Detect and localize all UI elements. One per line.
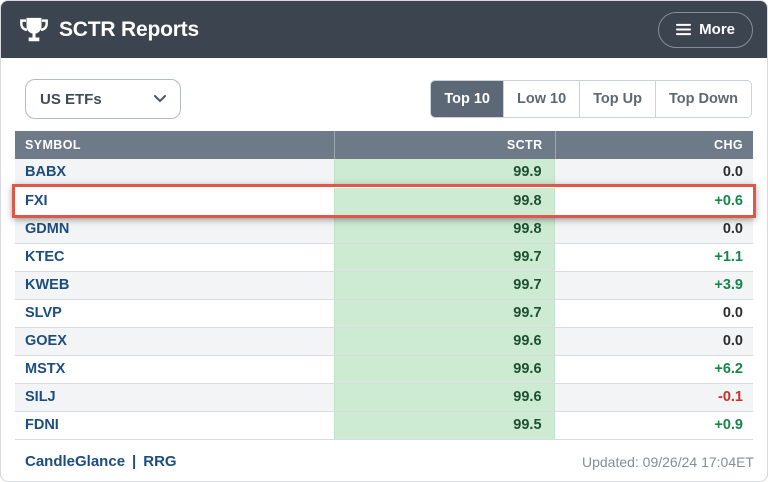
sctr-cell: 99.6 [334, 384, 555, 411]
chg-cell: 0.0 [722, 164, 743, 180]
chg-cell: +1.1 [714, 249, 743, 265]
more-button-label: More [699, 21, 735, 38]
sctr-cell: 99.6 [334, 356, 555, 383]
sctr-cell: 99.7 [334, 300, 555, 327]
chg-cell: -0.1 [718, 389, 743, 405]
column-header-chg: CHG [554, 131, 753, 159]
updated-timestamp: Updated: 09/26/24 17:04ET [581, 453, 754, 470]
sctr-cell: 99.8 [334, 216, 555, 243]
table-row[interactable]: FDNI 99.5 +0.9 [15, 411, 753, 439]
symbol-link[interactable]: KWEB [25, 277, 70, 293]
symbol-link[interactable]: KTEC [25, 249, 65, 265]
trophy-icon [20, 17, 48, 41]
sctr-cell: 99.8 [334, 188, 555, 215]
table-row-highlighted[interactable]: FXI 99.8 +0.6 [15, 187, 753, 215]
sctr-cell: 99.7 [334, 244, 555, 271]
footer-links: CandleGlance | RRG [25, 453, 177, 470]
sctr-cell: 99.5 [334, 412, 555, 439]
symbol-link[interactable]: GOEX [25, 333, 67, 349]
table-row[interactable]: SILJ 99.6 -0.1 [15, 383, 753, 411]
column-header-sctr: SCTR [334, 131, 554, 159]
sctr-cell: 99.6 [334, 328, 555, 355]
report-tabs: Top 10 Low 10 Top Up Top Down [430, 80, 752, 118]
tab-low-10[interactable]: Low 10 [502, 81, 580, 117]
symbol-link[interactable]: FDNI [25, 417, 59, 433]
menu-icon [676, 23, 692, 36]
tab-top-10[interactable]: Top 10 [431, 81, 503, 117]
group-select-value: US ETFs [40, 90, 102, 108]
controls-row: US ETFs Top 10 Low 10 Top Up Top Down [25, 79, 752, 119]
more-button[interactable]: More [658, 11, 753, 48]
symbol-link[interactable]: FXI [25, 193, 48, 209]
table-row[interactable]: SLVP 99.7 0.0 [15, 299, 753, 327]
table-row[interactable]: GOEX 99.6 0.0 [15, 327, 753, 355]
symbol-link[interactable]: BABX [25, 164, 67, 180]
chg-cell: +0.6 [714, 193, 743, 209]
table-body: BABX 99.9 0.0 FXI 99.8 +0.6 GDMN 99.8 0.… [15, 159, 753, 440]
titlebar: SCTR Reports More [1, 1, 767, 58]
chevron-down-icon [154, 95, 166, 102]
table-row[interactable]: KTEC 99.7 +1.1 [15, 243, 753, 271]
column-header-symbol: SYMBOL [25, 138, 81, 152]
sctr-cell: 99.7 [334, 272, 555, 299]
tab-top-up[interactable]: Top Up [579, 81, 655, 117]
chg-cell: 0.0 [722, 305, 743, 321]
table-row[interactable]: BABX 99.9 0.0 [15, 159, 753, 187]
tab-top-down[interactable]: Top Down [655, 81, 751, 117]
chg-cell: 0.0 [722, 333, 743, 349]
chg-cell: 0.0 [722, 221, 743, 237]
page-title: SCTR Reports [59, 17, 199, 41]
footer-link-separator: | [132, 453, 137, 470]
symbol-link[interactable]: GDMN [25, 221, 70, 237]
symbol-link[interactable]: MSTX [25, 361, 66, 377]
chg-cell: +3.9 [714, 277, 743, 293]
sctr-cell: 99.9 [334, 159, 555, 187]
table-row[interactable]: KWEB 99.7 +3.9 [15, 271, 753, 299]
chg-cell: +6.2 [714, 361, 743, 377]
candleglance-link[interactable]: CandleGlance [25, 453, 126, 470]
table-row[interactable]: GDMN 99.8 0.0 [15, 215, 753, 243]
table-row[interactable]: MSTX 99.6 +6.2 [15, 355, 753, 383]
symbol-link[interactable]: SLVP [25, 305, 62, 321]
sctr-table: SYMBOL SCTR CHG BABX 99.9 0.0 FXI 99.8 +… [15, 131, 753, 440]
group-select[interactable]: US ETFs [25, 79, 181, 119]
table-header-row: SYMBOL SCTR CHG [15, 131, 753, 159]
footer: CandleGlance | RRG Updated: 09/26/24 17:… [25, 440, 754, 481]
chg-cell: +0.9 [714, 417, 743, 433]
rrg-link[interactable]: RRG [143, 453, 177, 470]
symbol-link[interactable]: SILJ [25, 389, 56, 405]
